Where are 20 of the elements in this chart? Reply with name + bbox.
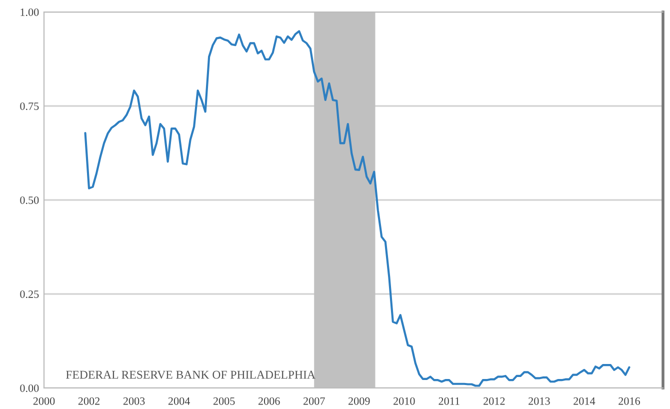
x-tick-label: 2002 <box>78 397 100 405</box>
x-tick-label: 2009 <box>348 397 370 405</box>
x-tick-label: 2005 <box>213 397 235 405</box>
annotation: FEDERAL RESERVE BANK OF PHILADELPHIA <box>66 370 316 379</box>
x-tick-label: 2006 <box>258 397 280 405</box>
y-tick-label: 0.00 <box>20 384 39 392</box>
x-tick-label: 2014 <box>574 397 596 405</box>
y-tick-label: 0.25 <box>20 290 39 298</box>
x-tick-label: 2011 <box>438 397 460 405</box>
x-tick-label: 2000 <box>33 397 55 405</box>
y-tick-label: 0.50 <box>20 196 39 204</box>
x-tick-label: 2016 <box>618 397 640 405</box>
x-tick-label: 2004 <box>168 397 190 405</box>
x-tick-label: 2012 <box>484 397 505 405</box>
x-tick-label: 2010 <box>394 397 415 405</box>
x-tick-label: 2013 <box>528 397 550 405</box>
x-tick-label: 2007 <box>303 397 325 405</box>
y-tick-label: 0.75 <box>20 102 39 110</box>
x-tick-label: 2003 <box>123 397 145 405</box>
y-tick-label: 1.00 <box>20 8 39 16</box>
